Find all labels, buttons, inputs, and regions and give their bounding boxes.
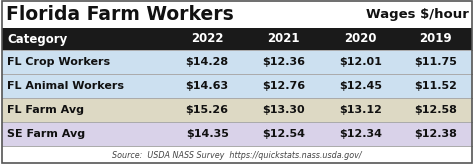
Text: $11.52: $11.52 (414, 81, 457, 91)
Text: 2019: 2019 (419, 32, 452, 45)
Text: $12.38: $12.38 (414, 129, 457, 139)
Text: $13.30: $13.30 (263, 105, 305, 115)
Text: 2020: 2020 (344, 32, 377, 45)
Text: Wages $/hour: Wages $/hour (366, 8, 469, 21)
Bar (2, 1, 472, 28)
Text: 2022: 2022 (191, 32, 223, 45)
Text: Florida Farm Workers: Florida Farm Workers (6, 5, 234, 24)
Text: Source:  USDA NASS Survey  https://quickstats.nass.usda.gov/: Source: USDA NASS Survey https://quickst… (112, 151, 362, 160)
Text: $12.45: $12.45 (339, 81, 382, 91)
Text: $14.63: $14.63 (186, 81, 229, 91)
Text: $11.75: $11.75 (414, 57, 457, 67)
Bar (2, 122, 472, 146)
Text: $12.01: $12.01 (339, 57, 382, 67)
Text: 2021: 2021 (267, 32, 300, 45)
Text: $12.58: $12.58 (414, 105, 457, 115)
Bar (2, 28, 472, 50)
Text: $14.35: $14.35 (186, 129, 228, 139)
Text: SE Farm Avg: SE Farm Avg (7, 129, 85, 139)
Text: FL Crop Workers: FL Crop Workers (7, 57, 110, 67)
Text: Category: Category (7, 32, 67, 45)
Text: $12.76: $12.76 (262, 81, 305, 91)
Text: FL Farm Avg: FL Farm Avg (7, 105, 84, 115)
Text: $15.26: $15.26 (186, 105, 228, 115)
Bar (2, 50, 472, 74)
Text: $12.34: $12.34 (339, 129, 382, 139)
Bar (2, 98, 472, 122)
Text: FL Animal Workers: FL Animal Workers (7, 81, 124, 91)
Bar (2, 74, 472, 98)
Text: $12.36: $12.36 (262, 57, 305, 67)
Text: $14.28: $14.28 (186, 57, 229, 67)
Text: $12.54: $12.54 (262, 129, 305, 139)
Text: $13.12: $13.12 (339, 105, 382, 115)
